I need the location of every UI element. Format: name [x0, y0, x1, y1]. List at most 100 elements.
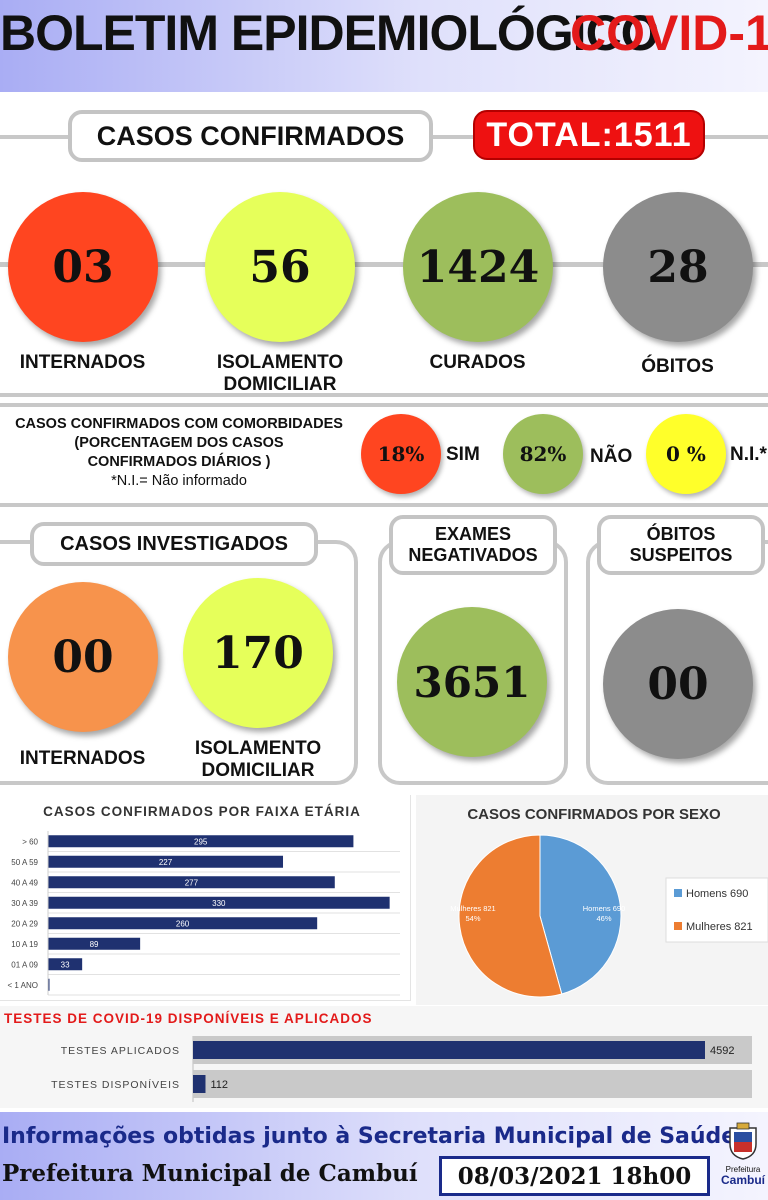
- label-line: CURADOS: [429, 352, 526, 373]
- age-chart: CASOS CONFIRMADOS POR FAIXA ETÁRIA > 60 2…: [0, 795, 411, 1001]
- footer-source: Informações obtidas junto à Secretaria M…: [2, 1124, 737, 1149]
- label-line: DOMICILIAR: [223, 374, 337, 395]
- age-data-label: 227: [159, 858, 173, 867]
- age-chart-svg: CASOS CONFIRMADOS POR FAIXA ETÁRIA > 60 2…: [8, 804, 400, 996]
- age-category-label: < 1 ANO: [8, 981, 38, 990]
- pie-slice: [539, 834, 622, 995]
- confirmed-hospitalized-value: 03: [52, 241, 114, 293]
- footer-datetime-box: 08/03/2021 18h00: [439, 1156, 710, 1196]
- header-banner: [0, 0, 768, 92]
- sex-chart: CASOS CONFIRMADOS POR SEXO Homens 690 46%…: [416, 795, 768, 1005]
- age-data-label: 260: [176, 919, 190, 928]
- tests-data-label: 112: [210, 1079, 228, 1091]
- pie-slice-label: Homens 690: [583, 904, 626, 913]
- investigated-isolation-value: 170: [212, 627, 304, 679]
- total-badge: TOTAL:1511: [473, 110, 705, 160]
- connector-line: [0, 262, 768, 267]
- confirmed-recovered-value: 1424: [416, 241, 540, 293]
- logo-line: Cambuí: [720, 1173, 765, 1187]
- suspect-deaths-heading: ÓBITOS SUSPEITOS: [597, 515, 765, 575]
- age-bar: [48, 876, 335, 889]
- pie-slice-percent: 46%: [596, 914, 611, 923]
- comorbidity-ni-label: N.I.*: [730, 444, 767, 465]
- label-line: INTERNADOS: [19, 748, 146, 769]
- age-data-label: 330: [212, 899, 226, 908]
- comorbidity-ni-circle: 0 %: [646, 414, 726, 494]
- comorbidity-yes-value: 18%: [377, 442, 425, 466]
- investigated-hospitalized-label: INTERNADOS: [0, 748, 165, 770]
- age-category-label: 30 A 39: [11, 899, 38, 908]
- confirmed-isolation-circle: 56: [205, 192, 355, 342]
- heading-line: EXAMES: [434, 524, 512, 544]
- tests-chart: TESTES DE COVID-19 DISPONÍVEIS E APLICAD…: [0, 1006, 768, 1108]
- investigated-isolation-label: ISOLAMENTO DOMICILIAR: [173, 738, 343, 782]
- investigated-heading-text: CASOS INVESTIGADOS: [60, 532, 288, 555]
- investigated-hospitalized-value: 00: [52, 631, 114, 683]
- tests-category-label: TESTES APLICADOS: [61, 1045, 180, 1057]
- age-data-label: 33: [61, 960, 70, 969]
- age-bar: [48, 917, 318, 930]
- comorbidities-text: CASOS CONFIRMADOS COM COMORBIDADES (PORC…: [0, 415, 358, 491]
- confirmed-deaths-value: 28: [647, 241, 709, 293]
- pie-legend-swatch: [674, 889, 682, 897]
- age-category-label: 20 A 29: [11, 919, 38, 928]
- confirmed-isolation-label: ISOLAMENTO DOMICILIAR: [195, 352, 365, 396]
- tests-data-label: 4592: [710, 1045, 734, 1057]
- age-data-label: 277: [185, 878, 199, 887]
- pie-legend-entry: Homens 690: [686, 888, 748, 900]
- logo-line: Prefeitura: [725, 1165, 761, 1174]
- confirmed-deaths-circle: 28: [603, 192, 753, 342]
- investigated-isolation-circle: 170: [183, 578, 333, 728]
- footer-org: Prefeitura Municipal de Cambuí: [2, 1160, 418, 1187]
- total-badge-text: TOTAL:1511: [486, 115, 692, 154]
- comorbidities-line: (PORCENTAGEM DOS CASOS: [74, 435, 284, 451]
- age-bar: [48, 958, 83, 971]
- comorbidity-no-circle: 82%: [503, 414, 583, 494]
- comorbidity-no-value: 82%: [519, 442, 567, 466]
- confirmed-deaths-label: ÓBITOS: [595, 356, 760, 378]
- confirmed-hospitalized-circle: 03: [8, 192, 158, 342]
- label-line: DOMICILIAR: [201, 760, 315, 781]
- pie-legend-box: [665, 877, 768, 943]
- confirmed-recovered-label: CURADOS: [395, 352, 560, 374]
- tests-bar: [193, 1075, 206, 1093]
- comorbidities-note: *N.I.= Não informado: [111, 473, 247, 489]
- label-line: ÓBITOS: [641, 356, 714, 377]
- negative-exams-heading: EXAMES NEGATIVADOS: [389, 515, 557, 575]
- pie-slice-percent: 54%: [465, 914, 480, 923]
- footer-datetime: 08/03/2021 18h00: [457, 1162, 692, 1190]
- age-bar: [48, 978, 50, 991]
- pie-slice-label: Mulheres 821: [450, 904, 495, 913]
- confirmed-isolation-value: 56: [249, 241, 311, 293]
- age-data-label: 295: [194, 837, 208, 846]
- age-category-label: 01 A 09: [11, 960, 38, 969]
- heading-line: NEGATIVADOS: [408, 545, 538, 565]
- heading-line: SUSPEITOS: [629, 545, 733, 565]
- negative-exams-circle: 3651: [397, 607, 547, 757]
- tests-chart-title: TESTES DE COVID-19 DISPONÍVEIS E APLICAD…: [4, 1011, 373, 1026]
- pie-slice: [458, 834, 563, 998]
- heading-line: ÓBITOS: [646, 524, 716, 544]
- tests-bar-track: [193, 1070, 752, 1098]
- negative-exams-value: 3651: [413, 657, 531, 707]
- city-logo: Prefeitura Cambuí: [720, 1122, 766, 1198]
- investigated-heading: CASOS INVESTIGADOS: [30, 522, 318, 566]
- age-bar: [48, 835, 354, 848]
- confirmed-recovered-circle: 1424: [403, 192, 553, 342]
- comorbidities-line: CASOS CONFIRMADOS COM COMORBIDADES: [15, 416, 343, 432]
- tests-bar: [193, 1041, 705, 1059]
- label-line: INTERNADOS: [19, 352, 146, 373]
- age-bar: [48, 896, 390, 909]
- pie-legend-swatch: [674, 922, 682, 930]
- comorbidity-no-label: NÃO: [590, 446, 633, 467]
- investigated-hospitalized-circle: 00: [8, 582, 158, 732]
- label-line: ISOLAMENTO: [216, 352, 344, 373]
- suspect-deaths-circle: 00: [603, 609, 753, 759]
- age-category-label: > 60: [22, 837, 38, 846]
- age-category-label: 50 A 59: [11, 858, 38, 867]
- comorbidity-ni-value: 0 %: [666, 442, 706, 466]
- age-category-label: 40 A 49: [11, 878, 38, 887]
- page-title-highlight: COVID-19: [570, 5, 768, 61]
- comorbidities-line: CONFIRMADOS DIÁRIOS ): [87, 454, 271, 470]
- city-crest-icon: [729, 1122, 757, 1160]
